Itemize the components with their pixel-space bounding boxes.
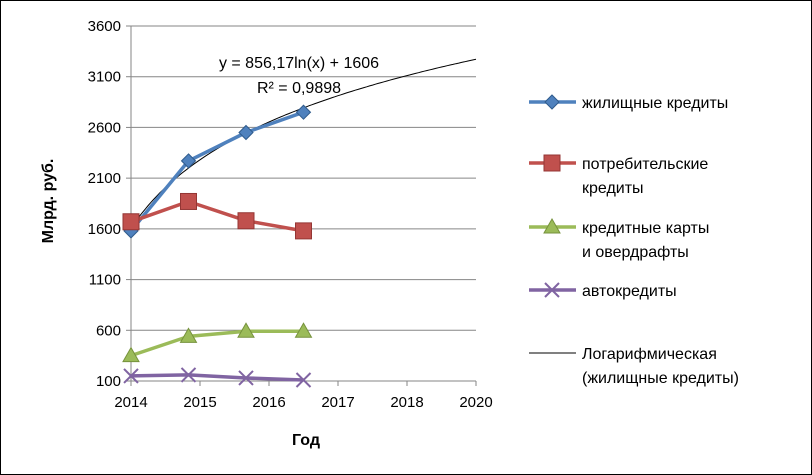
- legend-label: кредиты: [582, 180, 644, 197]
- y-axis-title: Млрд. руб.: [40, 159, 57, 244]
- marker-x-stroke: [295, 372, 312, 388]
- data-point: [238, 124, 254, 141]
- legend: жилищные кредиты потребительские кредиты кр…: [529, 94, 739, 387]
- x-tick-label: 2014: [114, 394, 147, 411]
- tick-labels: 100 600 1100 1600 2100 2600 3100 3600 2014 2015 20…: [88, 18, 493, 411]
- series-line: [129, 110, 305, 233]
- data-point: [295, 372, 312, 388]
- legend-label: потребительские: [582, 156, 708, 173]
- marker-x-stroke: [544, 282, 560, 298]
- marker-x-stroke: [123, 368, 139, 384]
- x-tick-label: 2016: [252, 394, 285, 411]
- data-point: [238, 370, 254, 386]
- series-group: [122, 104, 313, 388]
- data-point: [179, 327, 198, 343]
- data-point: [237, 322, 255, 338]
- data-point: [294, 322, 313, 338]
- data-point: [123, 368, 139, 384]
- y-tick-label: 1600: [88, 221, 121, 238]
- legend-item: кредитные карты и овердрафты: [529, 217, 709, 261]
- legend-label: жилищные кредиты: [582, 95, 728, 112]
- marker-x-stroke: [238, 370, 254, 386]
- y-tick-label: 3100: [88, 69, 121, 86]
- y-tick-label: 600: [96, 322, 121, 339]
- y-tick-label: 2600: [88, 119, 121, 136]
- y-tick-label: 2100: [88, 170, 121, 187]
- trendline-annotation: y = 856,17ln(x) + 1606 R² = 0,9898: [219, 55, 379, 97]
- y-tick-label: 3600: [88, 18, 121, 35]
- series-line: [130, 329, 304, 358]
- data-point: [180, 153, 197, 169]
- legend-label: Логарифмическая: [582, 346, 717, 363]
- x-tick-label: 2017: [321, 394, 354, 411]
- x-axis-title: Год: [292, 432, 320, 449]
- legend-label: автокредиты: [582, 283, 677, 300]
- trendline-equation: y = 856,17ln(x) + 1606: [219, 55, 379, 72]
- y-tick-label: 1100: [89, 272, 121, 289]
- data-point: [295, 222, 312, 240]
- legend-label: кредитные карты: [582, 220, 709, 237]
- data-point: [122, 346, 140, 363]
- legend-label: и овердрафты: [582, 244, 689, 261]
- series-1: [123, 104, 312, 239]
- series-3: [122, 322, 313, 363]
- data-point: [180, 192, 197, 210]
- series-line: [130, 373, 304, 382]
- y-tick-label: 100: [96, 373, 121, 390]
- legend-item: потребительские кредиты: [529, 154, 708, 197]
- legend-item: жилищные кредиты: [529, 94, 728, 112]
- series-4: [123, 367, 312, 388]
- x-tick-label: 2020: [459, 394, 492, 411]
- legend-marker: [544, 282, 560, 298]
- data-point: [180, 367, 197, 383]
- legend-marker: [544, 94, 560, 110]
- data-point: [122, 213, 140, 231]
- x-tick-label: 2018: [390, 394, 423, 411]
- data-point: [295, 104, 312, 120]
- marker-x-stroke: [180, 367, 197, 383]
- legend-label: (жилищные кредиты): [582, 370, 739, 387]
- trendline-r-squared: R² = 0,9898: [257, 80, 341, 97]
- x-tick-label: 2015: [183, 394, 216, 411]
- legend-marker: [543, 154, 561, 172]
- legend-item: автокредиты: [529, 282, 677, 300]
- legend-item: Логарифмическая (жилищные кредиты): [529, 346, 739, 387]
- series-2: [122, 192, 312, 240]
- legend-marker: [543, 217, 561, 234]
- series-line: [130, 199, 304, 233]
- data-point: [237, 212, 255, 230]
